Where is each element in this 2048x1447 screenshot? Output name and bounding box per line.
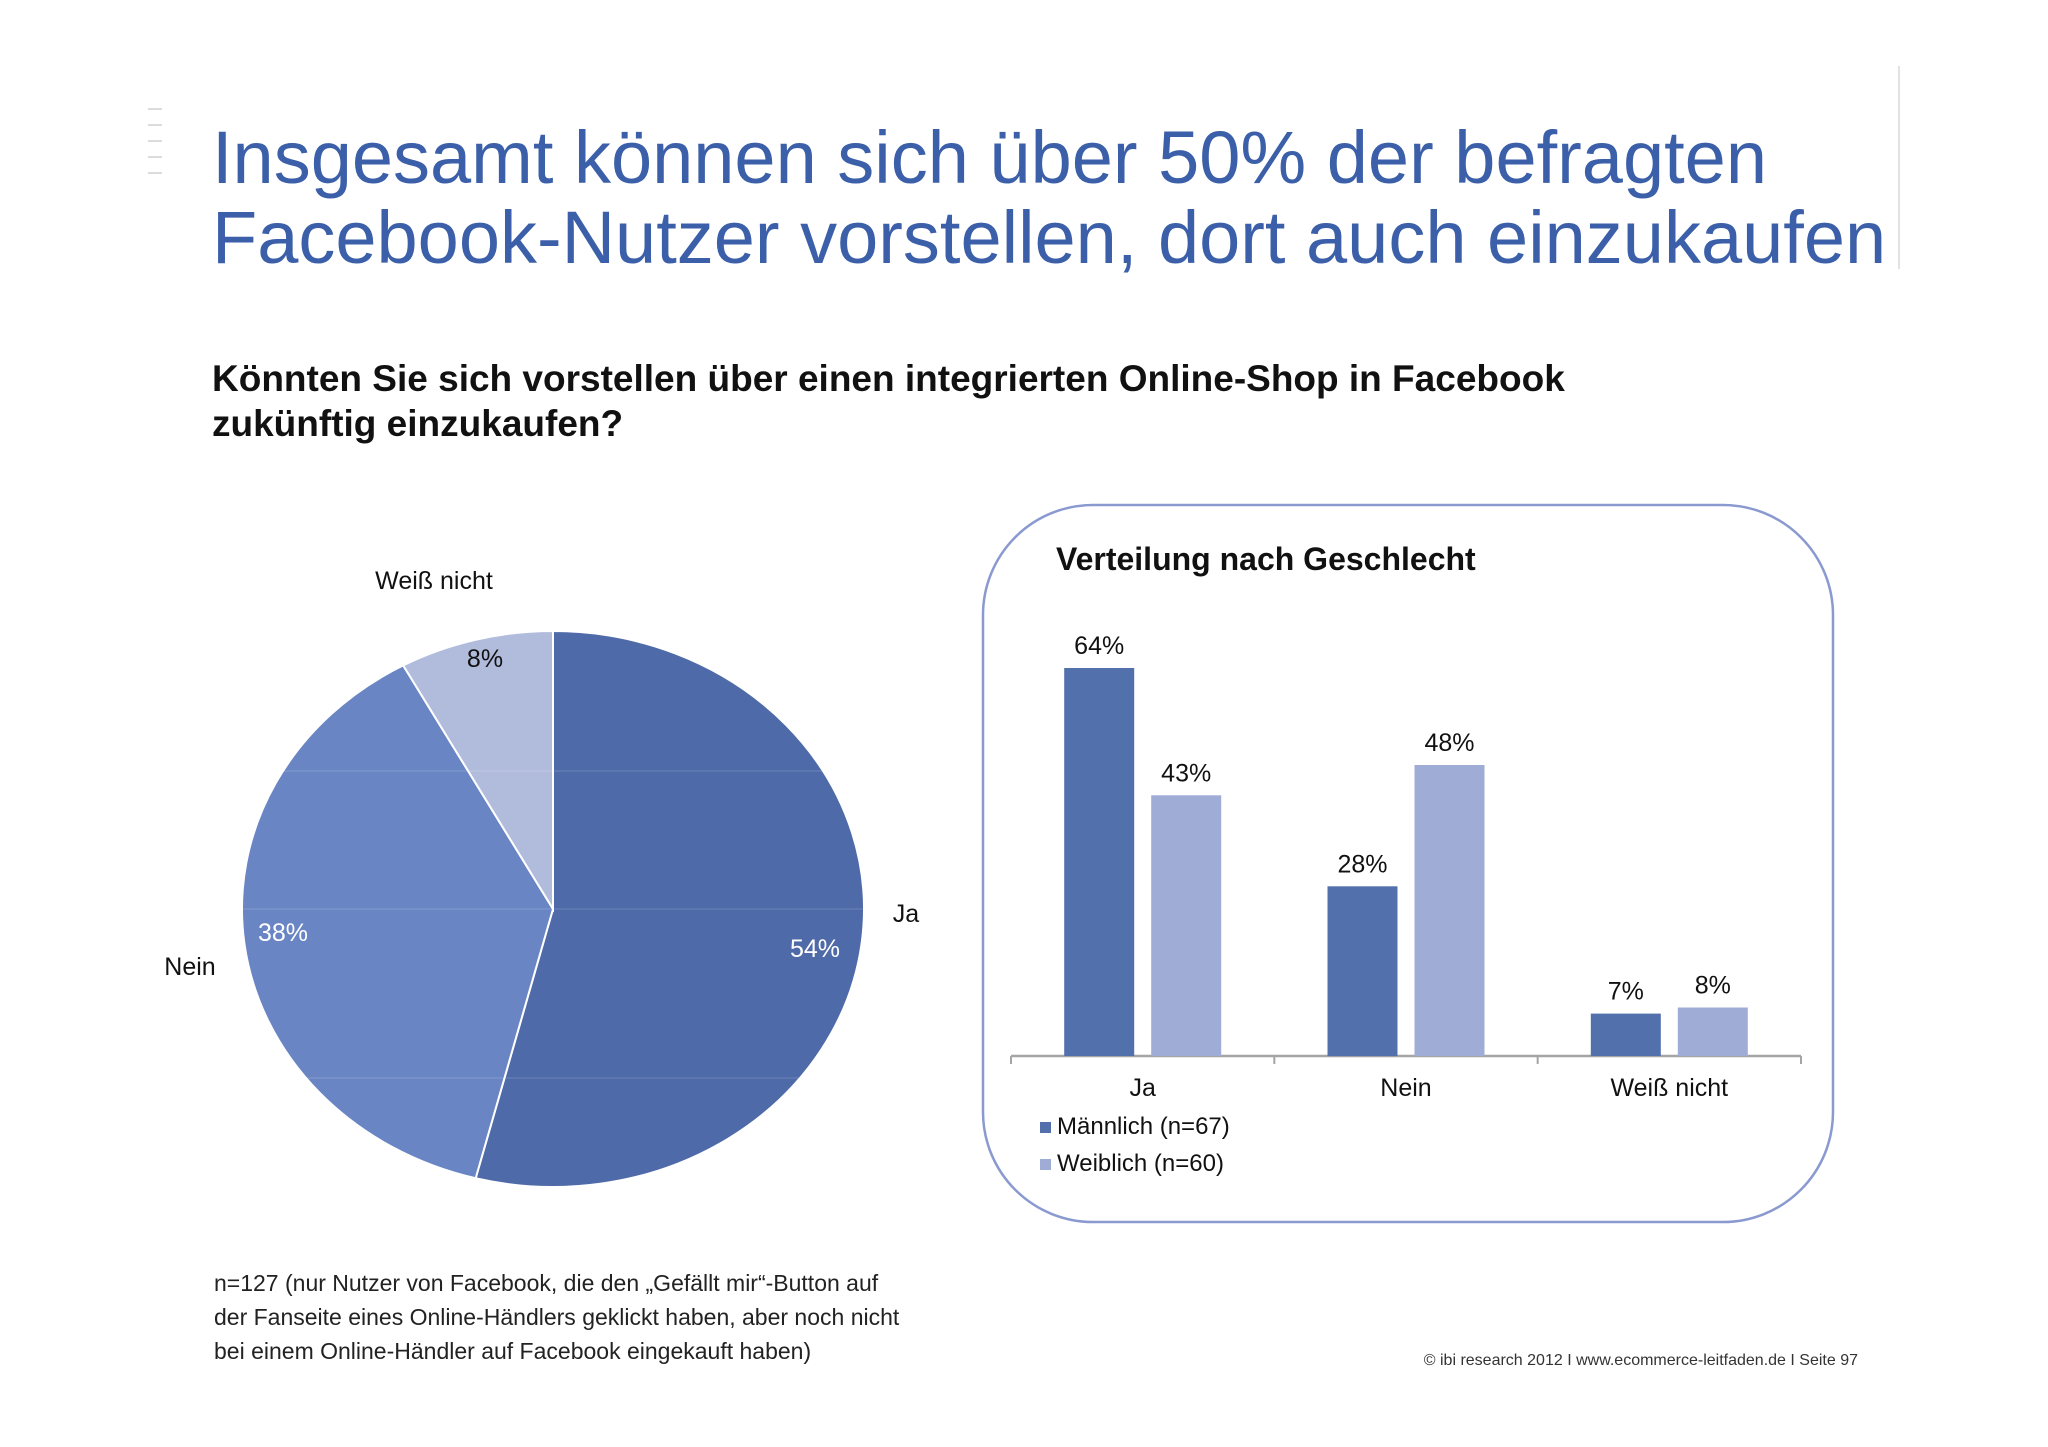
slide-divider [1898, 66, 1900, 269]
bar-category-label-ja: Ja [1129, 1074, 1156, 1102]
legend-label-maennlich-n-67: Männlich (n=67) [1057, 1113, 1230, 1140]
bar-maennlich-n-67-ja [1064, 668, 1135, 1056]
pie-slice-ja [474, 629, 865, 1188]
bar-value-label: 7% [1608, 978, 1644, 1006]
bar-value-label: 64% [1074, 632, 1124, 660]
slide-title: Insgesamt können sich über 50% der befra… [212, 118, 1912, 278]
pie-slice-nein [241, 664, 555, 1180]
survey-question-line: Könnten Sie sich vorstellen über einen i… [212, 358, 1565, 399]
bar-value-label: 28% [1337, 850, 1387, 878]
bar-maennlich-n-67-nein [1327, 886, 1398, 1057]
bar-weiblich-n-60-weiss-nicht [1677, 1007, 1748, 1056]
pie-category-label-weiss-nicht: Weiß nicht [375, 567, 493, 595]
legend-swatch-weiblich-n-60 [1040, 1159, 1051, 1170]
bar-maennlich-n-67-weiss-nicht [1590, 1013, 1661, 1056]
footnote-line: n=127 (nur Nutzer von Facebook, die den … [214, 1270, 879, 1296]
legend-label-weiblich-n-60: Weiblich (n=60) [1057, 1150, 1224, 1177]
sample-footnote: n=127 (nur Nutzer von Facebook, die den … [214, 1266, 1114, 1368]
bar-weiblich-n-60-ja [1151, 795, 1222, 1056]
survey-question-line: zukünftig einzukaufen? [212, 403, 624, 444]
slide-title-line: Insgesamt können sich über 50% der befra… [212, 116, 1767, 199]
gender-bar-chart-panel: Verteilung nach Geschlecht 64% 43% Ja 28% 48… [981, 503, 1835, 1224]
slide-margin-marks [148, 108, 162, 188]
footnote-line: der Fanseite eines Online-Händlers gekli… [214, 1304, 900, 1330]
bar-value-label: 48% [1424, 729, 1474, 757]
bar-category-label-nein: Nein [1380, 1074, 1431, 1102]
bar-value-label: 43% [1161, 759, 1211, 787]
bar-chart-title: Verteilung nach Geschlecht [1056, 541, 1476, 577]
pie-value-label-ja: 54% [790, 935, 840, 963]
bar-chart: 64% 43% Ja 28% 48% Nein 7% 8% Weiß nicht Männlich… [1010, 632, 1802, 1177]
pie-category-label-nein: Nein [164, 953, 215, 981]
pie-category-label-ja: Ja [893, 900, 920, 928]
pie-chart: 54% Ja 38% Nein 8% Weiß nicht [164, 567, 920, 1188]
source-credit: © ibi research 2012 I www.ecommerce-leit… [1423, 1352, 1858, 1369]
footnote-line: bei einem Online-Händler auf Facebook ei… [214, 1338, 812, 1364]
bar-value-label: 8% [1695, 972, 1731, 1000]
pie-value-label-nein: 38% [258, 919, 308, 947]
bar-weiblich-n-60-nein [1414, 765, 1485, 1056]
pie-slice-weiss-nicht [401, 629, 554, 913]
legend-swatch-maennlich-n-67 [1040, 1122, 1051, 1133]
survey-question: Könnten Sie sich vorstellen über einen i… [212, 356, 1912, 446]
slide-title-line: Facebook-Nutzer vorstellen, dort auch ei… [212, 196, 1887, 279]
pie-value-label-weiss-nicht: 8% [467, 645, 503, 673]
bar-category-label-weiss-nicht: Weiß nicht [1610, 1074, 1728, 1102]
